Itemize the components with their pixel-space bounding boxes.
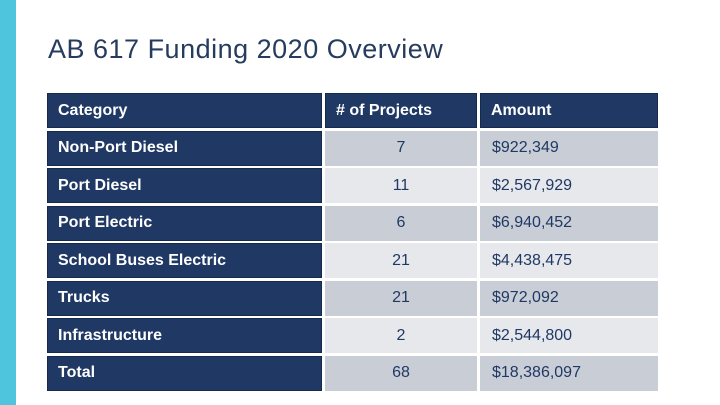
projects-cell: 2 [325, 318, 477, 353]
projects-cell: 7 [325, 130, 477, 166]
projects-cell: 21 [325, 243, 477, 278]
category-cell: Port Electric [47, 205, 322, 241]
category-cell: Infrastructure [47, 318, 322, 353]
amount-cell: $922,349 [480, 130, 658, 166]
amount-cell: $972,092 [480, 280, 658, 316]
page-title: AB 617 Funding 2020 Overview [48, 34, 444, 64]
category-cell: Total [47, 355, 322, 391]
header-cell-projects: # of Projects [325, 93, 477, 128]
category-cell: Non-Port Diesel [47, 130, 322, 166]
category-cell: Trucks [47, 280, 322, 316]
funding-table: Category # of Projects Amount Non-Port D… [47, 93, 658, 391]
projects-cell: 6 [325, 205, 477, 241]
amount-cell: $2,544,800 [480, 318, 658, 353]
amount-cell: $18,386,097 [480, 355, 658, 391]
amount-cell: $6,940,452 [480, 205, 658, 241]
header-cell-category: Category [47, 93, 322, 128]
header-cell-amount: Amount [480, 93, 658, 128]
accent-bar [0, 0, 16, 405]
projects-cell: 68 [325, 355, 477, 391]
category-cell: School Buses Electric [47, 243, 322, 278]
amount-cell: $2,567,929 [480, 168, 658, 203]
projects-cell: 21 [325, 280, 477, 316]
projects-cell: 11 [325, 168, 477, 203]
category-cell: Port Diesel [47, 168, 322, 203]
amount-cell: $4,438,475 [480, 243, 658, 278]
